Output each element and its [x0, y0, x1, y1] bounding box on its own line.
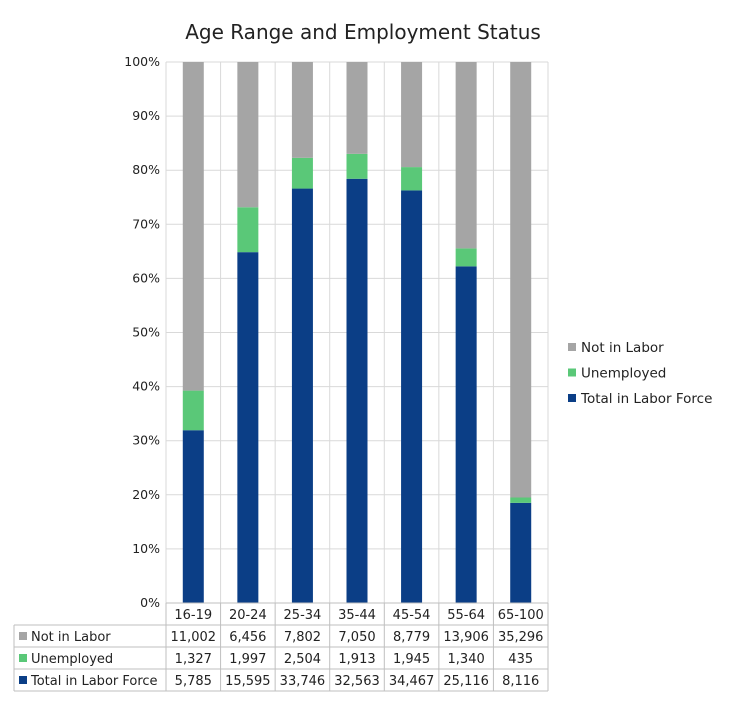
- table-cell: 11,002: [171, 630, 217, 645]
- table-cell: 435: [508, 652, 533, 667]
- table-cell: 35,296: [498, 630, 544, 645]
- table-series-name: Unemployed: [31, 652, 113, 667]
- table-cell: 34,467: [389, 674, 435, 689]
- category-label: 65-100: [498, 608, 544, 623]
- bar-segment: [182, 430, 204, 603]
- table-cell: 2,504: [284, 652, 321, 667]
- bar-segment: [510, 62, 532, 498]
- legend-key: [568, 343, 576, 351]
- y-tick-label: 60%: [132, 270, 160, 285]
- y-tick-label: 30%: [132, 433, 160, 448]
- bar-segment: [237, 252, 259, 604]
- bar-segment: [455, 62, 477, 249]
- table-legend-key: [19, 654, 27, 662]
- bar-segment: [401, 167, 423, 191]
- table-cell: 25,116: [443, 674, 489, 689]
- bar-segment: [401, 190, 423, 603]
- category-label: 35-44: [338, 608, 376, 623]
- bar-segment: [291, 62, 313, 158]
- gridlines: [165, 61, 549, 604]
- table-series-name: Not in Labor: [31, 630, 111, 645]
- bar-segment: [346, 153, 368, 179]
- bar-segment: [455, 248, 477, 267]
- bar-segment: [455, 266, 477, 603]
- bar-segment: [510, 502, 532, 603]
- bar-segment: [401, 62, 423, 168]
- bar-segment: [346, 178, 368, 603]
- y-axis: 0% 10% 20% 30% 40% 50% 60% 70% 80% 90% 100%: [124, 54, 160, 610]
- table-cell: 1,327: [175, 652, 212, 667]
- data-table: 16-19 20-24 25-34 35-44 45-54 55-64 65-100 Not …: [13, 602, 549, 692]
- table-cell: 13,906: [443, 630, 489, 645]
- table-cell: 5,785: [175, 674, 212, 689]
- y-tick-label: 40%: [132, 379, 160, 394]
- category-label: 55-64: [447, 608, 485, 623]
- y-tick-label: 50%: [132, 325, 160, 340]
- table-legend-key: [19, 676, 27, 684]
- legend-label: Not in Labor: [581, 340, 664, 356]
- category-label: 20-24: [229, 608, 267, 623]
- table-cell: 1,945: [393, 652, 430, 667]
- legend-key: [568, 368, 576, 377]
- table-cell: 8,779: [393, 630, 430, 645]
- bar-segment: [237, 62, 259, 208]
- legend-key: [568, 394, 576, 402]
- y-tick-label: 70%: [132, 216, 160, 231]
- table-cell: 1,340: [448, 652, 485, 667]
- legend-label: Total in Labor Force: [580, 391, 712, 407]
- bar-segment: [346, 62, 368, 154]
- table-cell: 32,563: [334, 674, 380, 689]
- y-tick-label: 10%: [132, 541, 160, 556]
- y-tick-label: 20%: [132, 487, 160, 502]
- bar-segment: [182, 390, 204, 431]
- chart-title: Age Range and Employment Status: [185, 20, 541, 44]
- legend: Not in Labor Unemployed Total in Labor For…: [568, 340, 712, 407]
- category-label: 16-19: [174, 608, 212, 623]
- y-tick-label: 100%: [124, 54, 160, 69]
- bar-segment: [291, 157, 313, 189]
- y-tick-label: 90%: [132, 108, 160, 123]
- table-cell: 33,746: [280, 674, 326, 689]
- table-cell: 7,050: [338, 630, 375, 645]
- table-cell: 1,913: [338, 652, 375, 667]
- table-legend-key: [19, 632, 27, 640]
- y-tick-label: 80%: [132, 162, 160, 177]
- category-label: 45-54: [393, 608, 431, 623]
- bar-segment: [182, 62, 204, 391]
- bar-segment: [291, 188, 313, 603]
- bars: [182, 62, 532, 604]
- table-cell: 6,456: [229, 630, 266, 645]
- table-cell: 1,997: [229, 652, 266, 667]
- table-cell: 8,116: [502, 674, 539, 689]
- legend-label: Unemployed: [581, 366, 666, 382]
- y-tick-label: 0%: [140, 595, 160, 610]
- category-label: 25-34: [284, 608, 322, 623]
- table-cell: 7,802: [284, 630, 321, 645]
- table-series-name: Total in Labor Force: [30, 674, 158, 689]
- bar-segment: [237, 207, 259, 253]
- table-cell: 15,595: [225, 674, 271, 689]
- bar-segment: [510, 497, 532, 503]
